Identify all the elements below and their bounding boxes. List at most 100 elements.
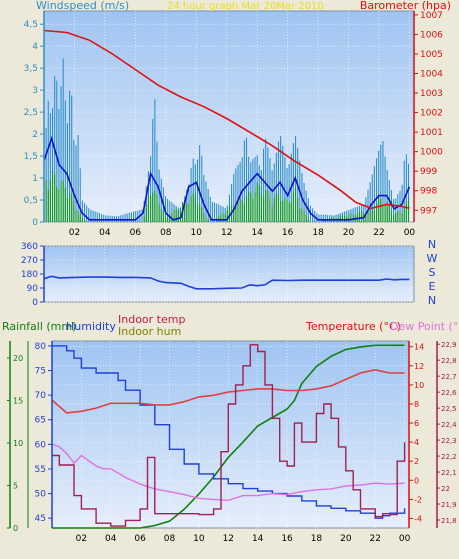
- direction-plot-background: [43, 245, 415, 303]
- compass-label: W: [427, 252, 438, 265]
- humidity-tick-label: 75: [35, 367, 46, 377]
- barometer-tick-label: 1006: [420, 30, 443, 40]
- rainfall-tick-label: 5: [13, 482, 18, 491]
- direction-marks: [43, 275, 410, 290]
- x-tick-label: 22: [369, 534, 380, 544]
- x-tick-label: 08: [164, 534, 176, 544]
- barometer-tick-label: 1003: [420, 89, 443, 99]
- wind-marks: [43, 29, 411, 222]
- indoor-temp-tick-label: 22,2: [441, 453, 457, 461]
- wind-average-line: [43, 135, 411, 221]
- wind-direction-line: [43, 275, 410, 290]
- temperature-tick-label: 10: [414, 381, 424, 390]
- rainfall-tick-label: 20: [13, 354, 23, 363]
- windspeed-tick-label: 4,5: [24, 20, 38, 30]
- dew-point-axis-label: Dew Point (°C): [390, 320, 459, 333]
- barometer-tick-label: 1005: [420, 50, 443, 60]
- rainfall-tick-label: 15: [13, 397, 23, 406]
- compass-label: N: [428, 294, 436, 307]
- x-tick-label: 06: [130, 228, 142, 238]
- windspeed-tick-label: 1: [32, 174, 38, 184]
- windspeed-tick-label: 2,5: [24, 108, 38, 118]
- compass-label: S: [429, 266, 436, 279]
- x-tick-label: 14: [251, 228, 263, 238]
- barometer-tick-label: 1001: [420, 128, 443, 138]
- x-tick-label: 00: [404, 228, 416, 238]
- temperature-line: [52, 344, 406, 527]
- rainfall-tick-label: 0: [13, 524, 18, 533]
- indoor-temp-tick-label: 22,9: [441, 341, 457, 349]
- temperature-tick-label: 6: [414, 419, 419, 428]
- humidity-tick-label: 55: [35, 465, 46, 475]
- x-tick-label: 06: [134, 534, 146, 544]
- x-tick-label: 04: [105, 534, 117, 544]
- indoor-temp-tick-label: 22,5: [441, 405, 457, 413]
- direction-tick-label: 270: [21, 256, 38, 266]
- temperature-tick-label: 8: [414, 400, 419, 409]
- x-tick-label: 12: [221, 228, 232, 238]
- direction-grid: [44, 245, 414, 303]
- temperature-axis-label: Temperature (°C): [305, 320, 401, 333]
- temperature-tick-label: 4: [414, 438, 419, 447]
- wind-plot-background: [43, 10, 415, 223]
- humidity-tick-label: 50: [35, 490, 47, 500]
- x-tick-label: 16: [281, 534, 293, 544]
- barometer-tick-label: 1002: [420, 109, 443, 119]
- wind-chart-title: 24 hour graph Mar 20Mar 2010: [167, 1, 324, 12]
- indoor-temp-line: [51, 368, 405, 414]
- temp-marks: [51, 344, 406, 529]
- x-tick-label: 10: [191, 228, 203, 238]
- indoor-temp-tick-label: 22,7: [441, 373, 457, 381]
- wind-grid: [44, 11, 414, 223]
- windspeed-axis-label: Windspeed (m/s): [36, 0, 129, 12]
- rainfall-tick-label: 10: [13, 439, 23, 448]
- x-tick-label: 04: [99, 228, 111, 238]
- dew-point-line: [51, 443, 405, 502]
- x-tick-label: 02: [69, 228, 80, 238]
- x-tick-label: 18: [312, 228, 324, 238]
- x-tick-label: 10: [193, 534, 205, 544]
- x-tick-label: 14: [252, 534, 264, 544]
- wind-barometer-panel: 00,511,522,533,544,599799899910001001100…: [24, 0, 451, 238]
- compass-label: E: [429, 280, 436, 293]
- temp-plot-background: [51, 340, 410, 529]
- barometer-tick-label: 999: [420, 167, 437, 177]
- direction-axes: 0 90 180 270 360: [21, 242, 45, 308]
- indoor-temp-tick-label: 22,4: [441, 421, 457, 429]
- barometer-axis-label: Barometer (hpa): [360, 0, 451, 12]
- barometer-tick-label: 1007: [420, 11, 443, 21]
- x-tick-label: 00: [399, 534, 411, 544]
- direction-tick-label: 0: [32, 298, 38, 308]
- windspeed-tick-label: 0: [32, 218, 38, 228]
- humidity-tick-label: 45: [35, 514, 46, 524]
- temperature-tick-label: -4: [414, 514, 422, 523]
- humidity-tick-label: 65: [35, 416, 46, 426]
- x-tick-label: 20: [343, 228, 355, 238]
- wind-axes: 00,511,522,533,544,599799899910001001100…: [24, 11, 444, 238]
- x-tick-label: 12: [223, 534, 234, 544]
- indoor-temp-tick-label: 22,6: [441, 389, 457, 397]
- humidity-line: [52, 345, 406, 519]
- indoor-temp-tick-label: 21,9: [441, 501, 457, 509]
- rainfall-axis-label: Rainfall (mm): [2, 320, 76, 333]
- temperature-tick-label: 2: [414, 457, 419, 466]
- temperature-tick-label: 12: [414, 362, 424, 371]
- barometer-tick-label: 998: [420, 187, 437, 197]
- x-tick-label: 20: [340, 534, 352, 544]
- temperature-tick-label: 14: [414, 343, 424, 352]
- barometer-line: [43, 29, 410, 210]
- windspeed-tick-label: 4: [32, 42, 38, 52]
- windspeed-tick-label: 3,5: [24, 64, 38, 74]
- indoor-hum-label: Indoor hum: [118, 325, 181, 338]
- direction-tick-label: 90: [27, 284, 39, 294]
- indoor-temp-tick-label: 22,8: [441, 357, 457, 365]
- indoor-temp-tick-label: 22,1: [441, 469, 457, 477]
- temperature-tick-label: -2: [414, 495, 422, 504]
- windspeed-tick-label: 0,5: [24, 196, 38, 206]
- direction-tick-label: 180: [21, 270, 38, 280]
